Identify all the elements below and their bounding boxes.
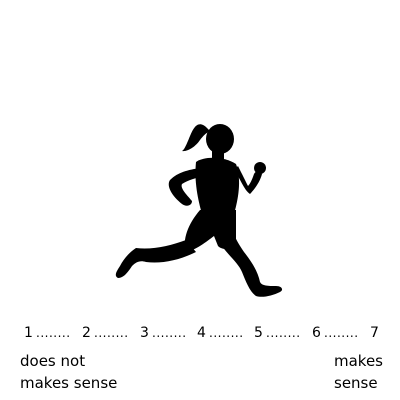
rating-scale: 1 ........ 2 ........ 3 ........ 4 .....… [22,323,382,345]
scale-separator: ........ [152,326,187,340]
left-anchor-line-2: makes sense [20,374,118,392]
scale-separator: ........ [209,326,244,340]
right-anchor-line-2: sense [334,374,378,392]
scale-point-1: 1 [24,325,33,341]
runner-figure [115,124,283,297]
scale-separator: ........ [324,326,359,340]
scale-point-2: 2 [82,325,91,341]
right-anchor-line-1: makes [334,352,383,370]
scale-point-6: 6 [312,325,321,341]
scale-separator: ........ [266,326,301,340]
scale-separator: ........ [94,326,129,340]
scale-left-anchor: does not makes sense [20,350,117,394]
running-woman-silhouette-icon [115,124,283,297]
scale-separator: ........ [36,326,71,340]
scale-point-4: 4 [197,325,206,341]
scale-right-anchor: makes sense [334,350,383,394]
scale-point-7: 7 [370,325,379,341]
scale-point-5: 5 [254,325,263,341]
scale-point-3: 3 [140,325,149,341]
left-anchor-line-1: does not [20,352,86,370]
